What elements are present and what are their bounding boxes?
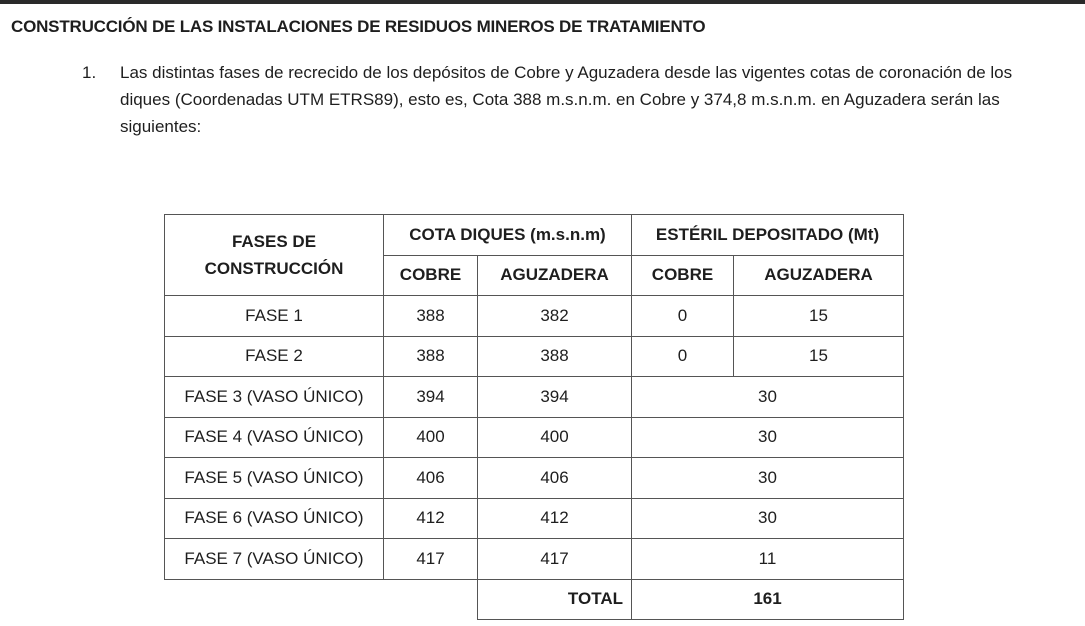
cell-esteril-aguzadera: 15 bbox=[733, 335, 904, 377]
table-subheader-row: COBRE AGUZADERA COBRE AGUZADERA bbox=[165, 254, 904, 296]
list-number: 1. bbox=[82, 63, 97, 82]
cell-cota-aguzadera: 388 bbox=[477, 335, 632, 377]
header-phase: FASES DE CONSTRUCCIÓN bbox=[164, 214, 384, 296]
cell-esteril: 30 bbox=[631, 497, 904, 539]
cell-cota-cobre: 406 bbox=[383, 457, 478, 499]
section-title: CONSTRUCCIÓN DE LAS INSTALACIONES DE RES… bbox=[11, 17, 706, 36]
table-row: FASE 2 388 388 0 15 bbox=[164, 335, 904, 377]
sub-cota-cobre: COBRE bbox=[383, 254, 478, 296]
header-cota: COTA DIQUES (m.s.n.m) bbox=[383, 214, 632, 256]
total-row: TOTAL 161 bbox=[165, 578, 904, 620]
phases-table: FASES DE CONSTRUCCIÓN COTA DIQUES (m.s.n… bbox=[164, 214, 904, 620]
cell-cota-aguzadera: 406 bbox=[477, 457, 632, 499]
cell-esteril: 11 bbox=[631, 538, 904, 580]
table-row: FASE 3 (VASO ÚNICO) 394 394 30 bbox=[164, 376, 904, 418]
total-label: TOTAL bbox=[477, 578, 632, 620]
cell-cota-cobre: 400 bbox=[383, 416, 478, 458]
header-esteril: ESTÉRIL DEPOSITADO (Mt) bbox=[631, 214, 904, 256]
top-bar bbox=[0, 0, 1085, 4]
cell-esteril: 30 bbox=[631, 376, 904, 418]
cell-fase: FASE 5 (VASO ÚNICO) bbox=[164, 457, 384, 499]
cell-fase: FASE 3 (VASO ÚNICO) bbox=[164, 376, 384, 418]
cell-cota-aguzadera: 382 bbox=[477, 295, 632, 337]
cell-esteril-aguzadera: 15 bbox=[733, 295, 904, 337]
table-row: FASE 4 (VASO ÚNICO) 400 400 30 bbox=[164, 416, 904, 458]
cell-fase: FASE 1 bbox=[164, 295, 384, 337]
cell-cota-aguzadera: 394 bbox=[477, 376, 632, 418]
cell-fase: FASE 4 (VASO ÚNICO) bbox=[164, 416, 384, 458]
total-value: 161 bbox=[631, 578, 904, 620]
sub-esteril-cobre: COBRE bbox=[631, 254, 734, 296]
sub-cota-aguzadera: AGUZADERA bbox=[477, 254, 632, 296]
cell-esteril-cobre: 0 bbox=[631, 335, 734, 377]
cell-fase: FASE 7 (VASO ÚNICO) bbox=[164, 538, 384, 580]
cell-esteril: 30 bbox=[631, 416, 904, 458]
table-row: FASE 5 (VASO ÚNICO) 406 406 30 bbox=[164, 457, 904, 499]
list-text: Las distintas fases de recrecido de los … bbox=[120, 63, 1013, 136]
cell-esteril-cobre: 0 bbox=[631, 295, 734, 337]
table-header-row: FASES DE CONSTRUCCIÓN COTA DIQUES (m.s.n… bbox=[164, 214, 904, 296]
cell-cota-aguzadera: 400 bbox=[477, 416, 632, 458]
table-row: FASE 1 388 382 0 15 bbox=[164, 295, 904, 337]
cell-cota-cobre: 417 bbox=[383, 538, 478, 580]
table-row: FASE 7 (VASO ÚNICO) 417 417 11 bbox=[164, 538, 904, 580]
cell-cota-cobre: 394 bbox=[383, 376, 478, 418]
cell-cota-aguzadera: 417 bbox=[477, 538, 632, 580]
cell-cota-cobre: 388 bbox=[383, 295, 478, 337]
table-row: FASE 6 (VASO ÚNICO) 412 412 30 bbox=[164, 497, 904, 539]
empty-cell bbox=[165, 579, 478, 620]
cell-cota-cobre: 412 bbox=[383, 497, 478, 539]
cell-esteril: 30 bbox=[631, 457, 904, 499]
cell-cota-cobre: 388 bbox=[383, 335, 478, 377]
cell-cota-aguzadera: 412 bbox=[477, 497, 632, 539]
cell-fase: FASE 6 (VASO ÚNICO) bbox=[164, 497, 384, 539]
cell-fase: FASE 2 bbox=[164, 335, 384, 377]
sub-esteril-aguzadera: AGUZADERA bbox=[733, 254, 904, 296]
